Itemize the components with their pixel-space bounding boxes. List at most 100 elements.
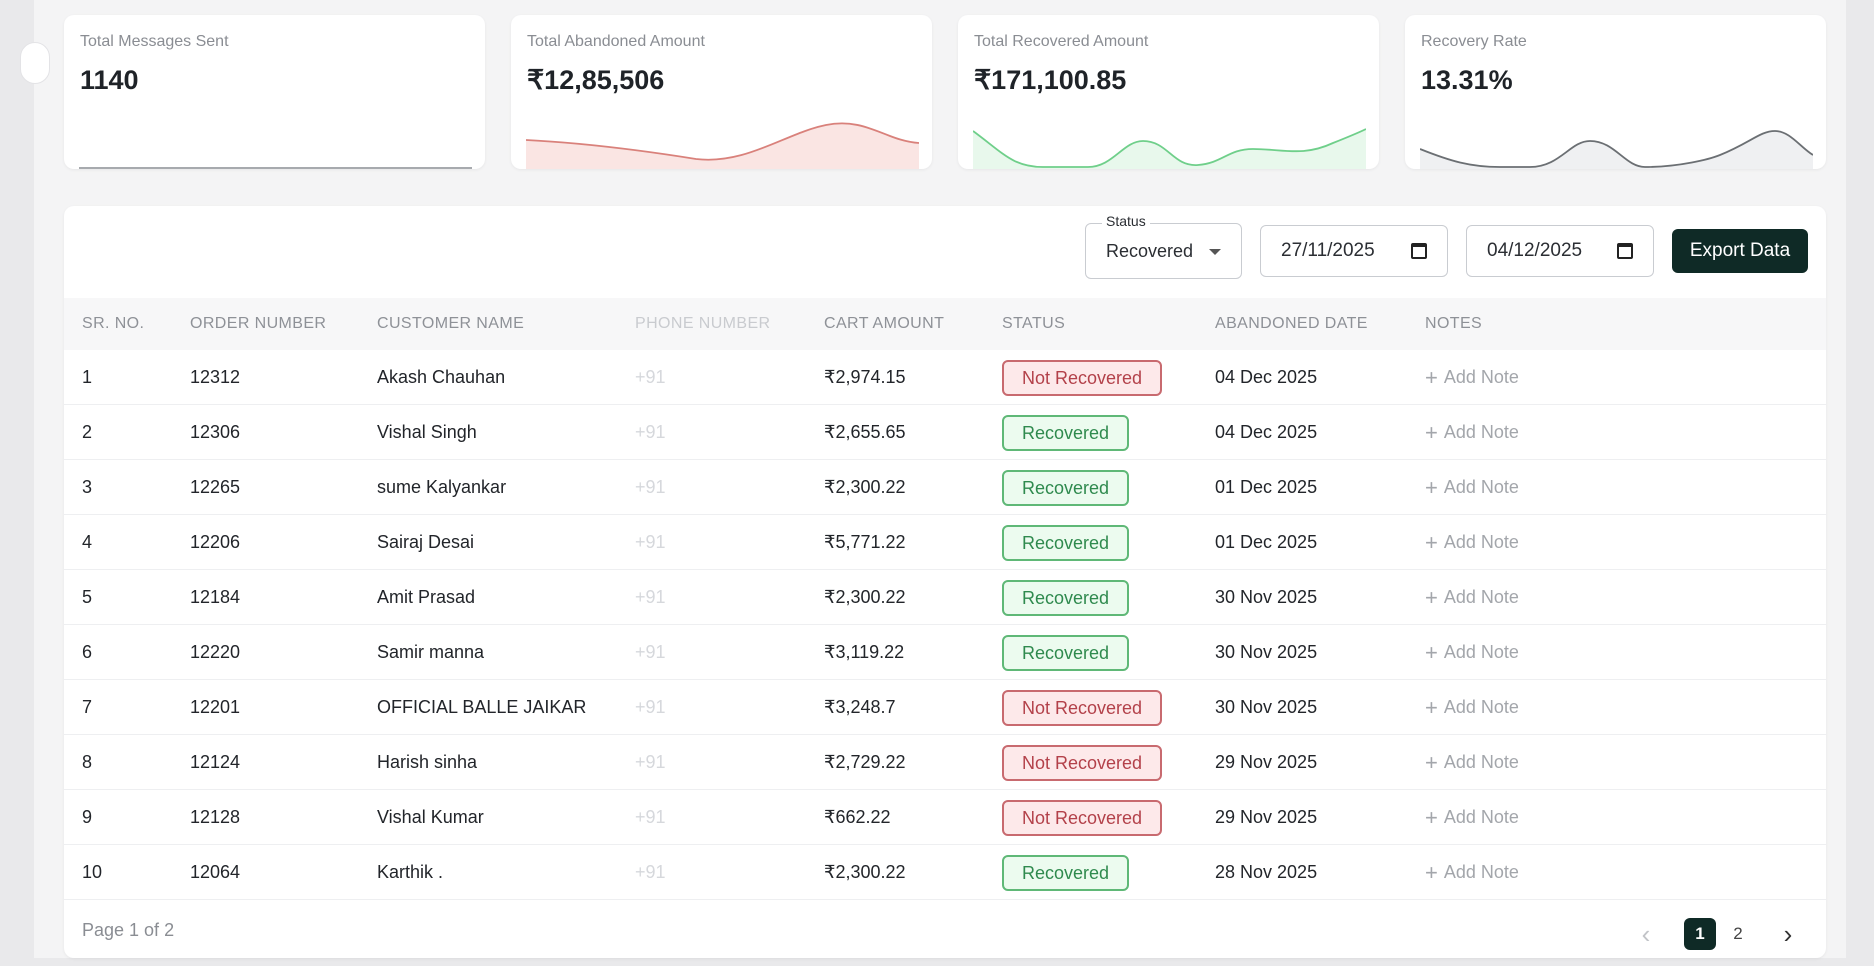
- status-badge: Not Recovered: [1002, 745, 1163, 781]
- sidebar-collapse-handle[interactable]: [20, 42, 50, 84]
- add-note-button[interactable]: + Add Note: [1425, 639, 1519, 665]
- status-badge: Recovered: [1002, 470, 1130, 506]
- abandoned-date-cell: 30 Nov 2025: [1215, 587, 1318, 607]
- cart-amount-cell: ₹3,248.7: [824, 697, 896, 717]
- sr-no-cell: 8: [82, 752, 93, 772]
- export-data-button[interactable]: Export Data: [1672, 229, 1808, 273]
- plus-icon: +: [1425, 859, 1438, 885]
- table-body: 1 12312 Akash Chauhan +91 ₹2,974.15 Not Recov…: [64, 350, 1826, 900]
- table-header: Sr. No. Order Number Customer Name Phone…: [64, 298, 1826, 350]
- status-filter-value: Recovered: [1106, 240, 1194, 261]
- pagination-bar: Page 1 of 2 ‹ 1 2 ›: [64, 906, 1826, 958]
- add-note-button[interactable]: + Add Note: [1425, 806, 1519, 828]
- plus-icon: +: [1425, 694, 1438, 720]
- order-number-cell: 12265: [190, 477, 241, 497]
- add-note-label: Add Note: [1443, 807, 1519, 827]
- add-note-button[interactable]: + Add Note: [1425, 859, 1519, 885]
- calendar-icon[interactable]: [1617, 243, 1633, 259]
- customer-name-cell: Harish sinha: [377, 752, 478, 772]
- status-filter-select[interactable]: Status Recovered: [1085, 213, 1242, 279]
- status-filter-label: Status: [1102, 213, 1150, 229]
- abandoned-date-cell: 29 Nov 2025: [1215, 752, 1318, 772]
- status-badge: Not Recovered: [1002, 800, 1163, 836]
- abandoned-date-cell: 28 Nov 2025: [1215, 862, 1318, 882]
- cart-amount-cell: ₹2,300.22: [824, 862, 906, 882]
- sr-no-cell: 5: [82, 587, 93, 607]
- column-header-sr-no: Sr. No.: [82, 315, 145, 332]
- end-date-field[interactable]: 04/12/2025: [1466, 225, 1654, 277]
- stat-value: 1140: [80, 65, 139, 95]
- customer-name-cell: Samir manna: [377, 642, 485, 662]
- sparkline-abandoned: [526, 122, 919, 169]
- cart-amount-cell: ₹2,655.65: [824, 422, 906, 442]
- add-note-button[interactable]: + Add Note: [1425, 694, 1519, 720]
- table-row[interactable]: 3 12265 sume Kalyankar +91 ₹2,300.22 Recovere…: [64, 460, 1826, 515]
- stat-card-recovered: Total Recovered Amount ₹171,100.85: [958, 15, 1379, 169]
- status-badge: Recovered: [1002, 415, 1130, 451]
- phone-number-cell: +91: [635, 587, 666, 607]
- order-number-cell: 12220: [190, 642, 241, 662]
- plus-icon: +: [1425, 474, 1438, 500]
- column-header-notes: Notes: [1425, 315, 1483, 332]
- sparkline-line: [526, 122, 919, 161]
- stat-label: Total Recovered Amount: [974, 33, 1149, 50]
- order-number-cell: 12312: [190, 367, 241, 387]
- add-note-button[interactable]: + Add Note: [1425, 421, 1519, 443]
- add-note-label: Add Note: [1443, 697, 1519, 717]
- table-row[interactable]: 7 12201 OFFICIAL BALLE JAIKAR +91 ₹3,248.7 No…: [64, 680, 1826, 735]
- status-badge: Not Recovered: [1002, 690, 1163, 726]
- caret-down-icon: [1209, 249, 1221, 255]
- page-indicator: Page 1 of 2: [82, 920, 175, 940]
- add-note-button[interactable]: + Add Note: [1425, 751, 1519, 773]
- order-number-cell: 12064: [190, 862, 241, 882]
- sr-no-cell: 2: [82, 422, 93, 442]
- add-note-label: Add Note: [1443, 752, 1519, 772]
- add-note-button[interactable]: + Add Note: [1425, 474, 1519, 500]
- abandoned-date-cell: 30 Nov 2025: [1215, 697, 1318, 717]
- table-row[interactable]: 10 12064 Karthik . +91 ₹2,300.22 Recovered 28 …: [64, 845, 1826, 900]
- table-row[interactable]: 4 12206 Sairaj Desai +91 ₹5,771.22 Recovered 0…: [64, 515, 1826, 570]
- order-number-cell: 12201: [190, 697, 241, 717]
- customer-name-cell: sume Kalyankar: [377, 477, 507, 497]
- column-header-phone-number: Phone Number: [635, 315, 771, 332]
- table-row[interactable]: 2 12306 Vishal Singh +91 ₹2,655.65 Recovered 0…: [64, 405, 1826, 460]
- cart-amount-cell: ₹662.22: [824, 807, 891, 827]
- cart-amount-cell: ₹5,771.22: [824, 532, 906, 552]
- customer-name-cell: Sairaj Desai: [377, 532, 475, 552]
- page-button-1[interactable]: 1: [1684, 918, 1716, 950]
- customer-name-cell: Amit Prasad: [377, 587, 476, 607]
- status-badge: Recovered: [1002, 580, 1130, 616]
- stat-label: Recovery Rate: [1421, 33, 1527, 50]
- add-note-button[interactable]: + Add Note: [1425, 584, 1519, 610]
- table-row[interactable]: 6 12220 Samir manna +91 ₹3,119.22 Recovered 30…: [64, 625, 1826, 680]
- chevron-left-icon[interactable]: ‹: [1641, 918, 1651, 949]
- cart-amount-cell: ₹3,119.22: [824, 642, 905, 662]
- table-row[interactable]: 1 12312 Akash Chauhan +91 ₹2,974.15 Not Recov…: [64, 350, 1826, 405]
- table-row[interactable]: 9 12128 Vishal Kumar +91 ₹662.22 Not Recovere…: [64, 790, 1826, 845]
- plus-icon: +: [1425, 584, 1438, 610]
- column-header-abandoned-date: Abandoned Date: [1215, 315, 1368, 332]
- sr-no-cell: 7: [82, 697, 93, 717]
- plus-icon: +: [1425, 639, 1438, 665]
- customer-name-cell: Akash Chauhan: [377, 367, 506, 387]
- add-note-button[interactable]: + Add Note: [1425, 366, 1519, 388]
- table-row[interactable]: 8 12124 Harish sinha +91 ₹2,729.22 Not Recove…: [64, 735, 1826, 790]
- sparkline-recovery-rate: [1420, 130, 1813, 169]
- abandoned-date-cell: 04 Dec 2025: [1215, 422, 1318, 442]
- column-header-customer-name: Customer Name: [377, 315, 525, 332]
- table-row[interactable]: 5 12184 Amit Prasad +91 ₹2,300.22 Recovered 30…: [64, 570, 1826, 625]
- add-note-button[interactable]: + Add Note: [1425, 531, 1519, 553]
- order-number-cell: 12306: [190, 422, 241, 442]
- abandoned-date-cell: 29 Nov 2025: [1215, 807, 1318, 827]
- phone-number-cell: +91: [635, 862, 666, 882]
- abandoned-carts-table-card: Status Recovered 27/11/2025 04/12/2025 E…: [64, 206, 1826, 958]
- sr-no-cell: 6: [82, 642, 93, 662]
- stat-value: ₹171,100.85: [974, 65, 1127, 95]
- stat-card-recovery-rate: Recovery Rate 13.31%: [1405, 15, 1826, 169]
- page-button-2[interactable]: 2: [1733, 924, 1743, 943]
- calendar-icon[interactable]: [1411, 243, 1427, 259]
- stat-value: ₹12,85,506: [527, 65, 665, 95]
- chevron-right-icon[interactable]: ›: [1783, 918, 1793, 949]
- start-date-field[interactable]: 27/11/2025: [1260, 225, 1448, 277]
- phone-number-cell: +91: [635, 697, 666, 717]
